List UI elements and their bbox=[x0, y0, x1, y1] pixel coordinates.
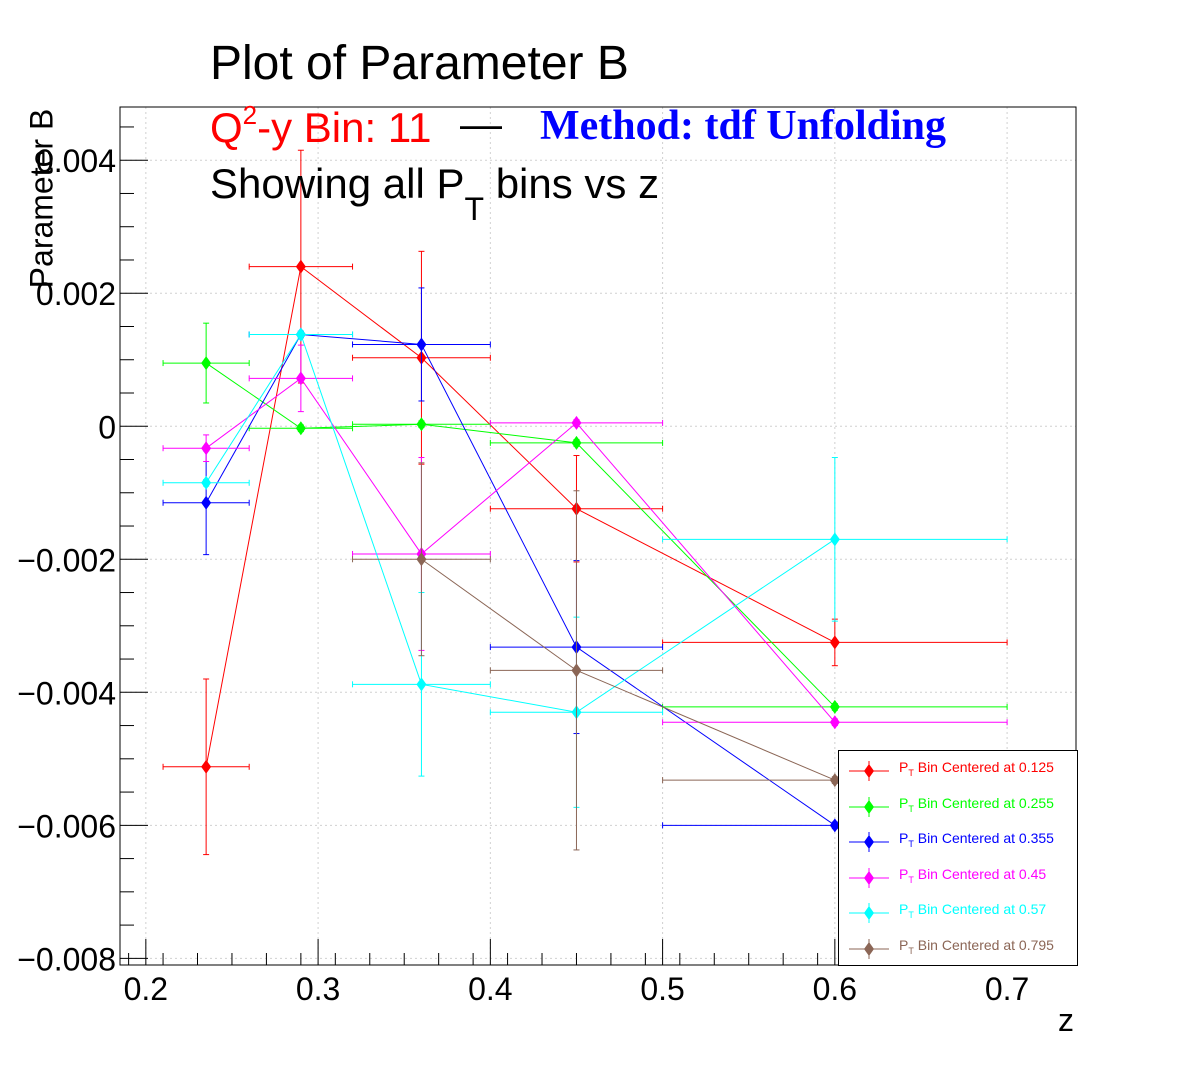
x-axis-label: z bbox=[1058, 1002, 1074, 1038]
legend-marker bbox=[849, 796, 889, 817]
x-tick-label: 0.4 bbox=[468, 971, 512, 1007]
x-tick-label: 0.6 bbox=[813, 971, 857, 1007]
legend-label: PT Bin Centered at 0.355 bbox=[899, 830, 1054, 849]
legend-item: PT Bin Centered at 0.795 bbox=[839, 929, 1077, 963]
y-axis-label: Parameter B bbox=[23, 108, 60, 289]
data-point bbox=[201, 475, 212, 490]
x-tick-label: 0.5 bbox=[640, 971, 684, 1007]
data-point bbox=[416, 417, 427, 432]
legend: PT Bin Centered at 0.125 PT Bin Centered … bbox=[838, 750, 1078, 966]
legend-item: PT Bin Centered at 0.57 bbox=[839, 893, 1077, 927]
data-point bbox=[416, 552, 427, 567]
legend-label: PT Bin Centered at 0.57 bbox=[899, 901, 1047, 920]
data-point bbox=[201, 356, 212, 371]
series-line bbox=[421, 558, 836, 781]
legend-diamond bbox=[864, 941, 874, 956]
data-point bbox=[829, 818, 840, 833]
data-point bbox=[571, 663, 582, 678]
legend-marker bbox=[849, 867, 889, 888]
x-tick-label: 0.3 bbox=[296, 971, 340, 1007]
legend-diamond bbox=[864, 799, 874, 814]
plot-frame bbox=[119, 106, 1077, 966]
legend-label: PT Bin Centered at 0.795 bbox=[899, 936, 1054, 956]
data-point bbox=[295, 371, 306, 386]
series-line bbox=[205, 362, 836, 708]
legend-item: PT Bin Centered at 0.125 bbox=[839, 751, 1077, 785]
y-tick-label: −0.002 bbox=[17, 542, 116, 578]
chart-subtitle-bin: Q2-y Bin: 11 bbox=[210, 100, 432, 151]
legend-label: PT Bin Centered at 0.125 bbox=[899, 759, 1054, 778]
data-point bbox=[829, 773, 840, 788]
legend-item: PT Bin Centered at 0.255 bbox=[839, 787, 1077, 821]
data-point bbox=[829, 532, 840, 547]
data-point bbox=[829, 715, 840, 730]
legend-marker bbox=[849, 938, 889, 959]
legend-item: PT Bin Centered at 0.45 bbox=[839, 858, 1077, 892]
y-tick-label: −0.008 bbox=[17, 941, 116, 977]
legend-marker bbox=[849, 903, 889, 923]
series-0.255 bbox=[162, 322, 1008, 714]
series-0.57 bbox=[162, 327, 1008, 808]
legend-item: PT Bin Centered at 0.355 bbox=[839, 822, 1077, 856]
legend-diamond bbox=[864, 835, 874, 849]
y-tick-label: 0.004 bbox=[36, 143, 116, 179]
legend-label: PT Bin Centered at 0.45 bbox=[899, 865, 1047, 885]
chart-subtitle-dash: — bbox=[460, 100, 502, 147]
legend-marker bbox=[849, 832, 889, 852]
legend-diamond bbox=[864, 906, 874, 920]
data-point bbox=[416, 677, 427, 692]
data-point bbox=[201, 441, 212, 456]
data-point bbox=[201, 495, 212, 510]
data-point bbox=[571, 415, 582, 430]
x-tick-label: 0.2 bbox=[124, 971, 168, 1007]
y-tick-label: 0.002 bbox=[36, 276, 116, 312]
legend-label: PT Bin Centered at 0.255 bbox=[899, 794, 1054, 814]
y-tick-label: −0.006 bbox=[17, 808, 116, 844]
data-point bbox=[571, 435, 582, 450]
y-tick-label: 0 bbox=[98, 409, 116, 445]
legend-marker bbox=[849, 761, 889, 781]
series-0.125 bbox=[162, 149, 1008, 856]
data-point bbox=[416, 337, 427, 352]
chart-subtitle-pt: Showing all PT bins vs z bbox=[210, 160, 660, 227]
data-point bbox=[295, 421, 306, 436]
y-tick-label: −0.004 bbox=[17, 675, 116, 711]
chart-title: Plot of Parameter B bbox=[210, 37, 629, 90]
chart-subtitle-method: Method: tdf Unfolding bbox=[540, 103, 947, 149]
data-point bbox=[295, 259, 306, 274]
data-point bbox=[201, 759, 212, 774]
x-tick-label: 0.7 bbox=[985, 971, 1029, 1007]
data-point bbox=[829, 635, 840, 650]
legend-diamond bbox=[864, 764, 874, 778]
series-0.45 bbox=[162, 344, 1008, 730]
series-0.795 bbox=[352, 462, 1008, 851]
data-point bbox=[829, 699, 840, 714]
legend-diamond bbox=[864, 870, 874, 885]
data-point bbox=[295, 327, 306, 342]
